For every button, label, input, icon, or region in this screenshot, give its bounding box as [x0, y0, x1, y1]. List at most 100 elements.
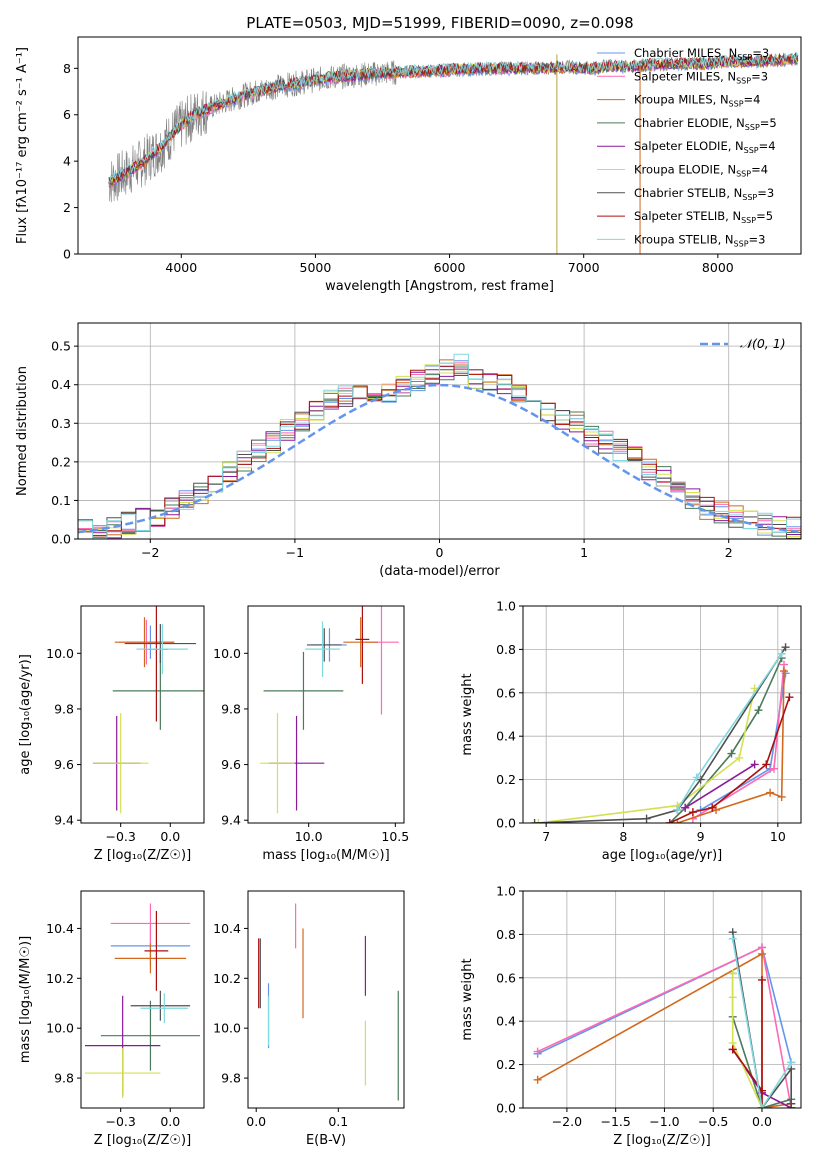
data-point	[692, 773, 701, 782]
data-point	[750, 760, 759, 769]
data-point	[688, 808, 697, 817]
x-axis-label: E(B-V)	[306, 1133, 346, 1148]
axes-frame	[522, 605, 802, 824]
y-tick-label: 10.4	[213, 921, 241, 936]
y-tick-label: 0.1	[51, 493, 71, 508]
x-tick-label: −0.3	[105, 1114, 135, 1129]
y-tick-label: 10.0	[213, 1021, 241, 1036]
x-tick-label: 5000	[300, 260, 332, 275]
axes-frame	[80, 890, 205, 1109]
y-axis-label: Flux [fλ10⁻¹⁷ erg cm⁻² s⁻¹ A⁻¹]	[15, 47, 30, 244]
plot-area	[258, 903, 399, 1101]
histogram-step	[78, 365, 801, 539]
y-tick-label: 1.0	[496, 599, 516, 614]
x-tick-label: 9	[697, 829, 705, 844]
x-tick-label: −1.5	[600, 1114, 630, 1129]
data-point	[728, 1045, 737, 1054]
y-axis-label: mass weight	[460, 958, 475, 1040]
y-tick-label: 0.4	[496, 1014, 516, 1029]
y-tick-label: 9.4	[54, 813, 74, 828]
model-spectrum	[108, 52, 799, 183]
y-tick-label: 9.8	[54, 1071, 74, 1086]
x-tick-label: 8	[619, 829, 627, 844]
y-tick-label: 10.0	[46, 646, 74, 661]
plot-area	[78, 353, 801, 539]
y-axis-label: mass [log₁₀(M/M☉)]	[18, 936, 33, 1063]
y-tick-label: 0.2	[496, 772, 516, 787]
data-point	[781, 643, 790, 652]
x-tick-label: 0	[436, 545, 444, 560]
normal-curve	[78, 383, 801, 534]
y-tick-label: 0.8	[496, 927, 516, 942]
data-point	[728, 993, 737, 1002]
y-tick-label: 0	[63, 247, 71, 262]
axes-frame	[80, 605, 205, 824]
series-line	[731, 973, 763, 1108]
y-tick-label: 0.2	[496, 1057, 516, 1072]
y-tick-label: 6	[63, 107, 71, 122]
y-tick-label: 10.0	[213, 646, 241, 661]
data-point	[665, 819, 674, 823]
x-tick-label: 7000	[568, 260, 600, 275]
chart-5: −0.3 0.0 9.8 10.0 10.2 10.4 Z [log₁₀(Z/Z☉)] mas…	[18, 890, 205, 1148]
chart-4: 7 8 9 10 0.0 0.2 0.4 0.6 0.8 1.0 age [log₁₀(age/yr…	[460, 599, 802, 863]
legend-label: Kroupa ELODIE, NSSP=4	[634, 163, 768, 179]
data-point	[780, 667, 789, 676]
x-tick-label: −1	[286, 545, 304, 560]
y-tick-label: 0.3	[51, 416, 71, 431]
data-point	[673, 805, 682, 814]
y-tick-label: 0.0	[496, 1101, 516, 1116]
legend-label: Chabrier STELIB, NSSP=3	[634, 186, 774, 202]
data-point	[769, 764, 778, 773]
legend-label: Kroupa MILES, NSSP=4	[634, 93, 760, 109]
plot-area	[530, 643, 794, 823]
axes-frame	[77, 36, 802, 255]
x-tick-label: 0.0	[246, 1114, 266, 1129]
y-tick-label: 10.0	[46, 1021, 74, 1036]
plot-area	[92, 606, 204, 814]
data-point	[762, 760, 771, 769]
data-point	[642, 814, 651, 823]
data-point	[787, 1099, 796, 1108]
model-spectrum	[108, 53, 799, 183]
x-tick-label: −0.3	[105, 829, 135, 844]
x-axis-label: wavelength [Angstrom, rest frame]	[325, 279, 554, 294]
x-tick-label: 0.0	[160, 1114, 180, 1129]
y-tick-label: 9.4	[221, 813, 241, 828]
series-line	[534, 646, 787, 823]
y-tick-label: 0.4	[51, 377, 71, 392]
x-tick-label: −2	[141, 545, 159, 560]
data-point	[777, 792, 786, 801]
y-tick-label: 0.0	[496, 816, 516, 831]
series-line	[731, 938, 792, 1108]
y-tick-label: 0.6	[496, 970, 516, 985]
y-tick-label: 9.8	[221, 1071, 241, 1086]
x-tick-label: 10.0	[295, 829, 323, 844]
plot-area	[260, 606, 399, 814]
data-point	[533, 1047, 542, 1056]
x-tick-label: 1	[580, 545, 588, 560]
y-tick-label: 8	[63, 61, 71, 76]
legend-label: Chabrier MILES, NSSP=3	[634, 46, 769, 62]
y-tick-label: 9.8	[221, 701, 241, 716]
legend-label: Chabrier ELODIE, NSSP=5	[634, 116, 777, 132]
axes-frame	[247, 890, 405, 1109]
data-point	[735, 753, 744, 762]
x-tick-label: 2	[725, 545, 733, 560]
chart-2: −0.3 0.0 9.4 9.6 9.8 10.0 Z [log₁₀(Z/Z☉)] age […	[18, 605, 205, 863]
series-line	[684, 763, 756, 809]
data-point	[766, 788, 775, 797]
x-tick-label: 0.1	[328, 1114, 348, 1129]
data-point	[530, 819, 539, 823]
y-tick-label: 4	[63, 154, 71, 169]
y-tick-label: 10.2	[46, 971, 74, 986]
y-tick-label: 0.2	[51, 454, 71, 469]
x-tick-label: −1.0	[649, 1114, 679, 1129]
legend-label: Kroupa STELIB, NSSP=3	[634, 232, 765, 248]
x-tick-label: 0.0	[160, 829, 180, 844]
data-point	[728, 934, 737, 943]
plot-area	[533, 928, 796, 1108]
axes-frame	[247, 605, 405, 824]
x-tick-label: 0.0	[752, 1114, 772, 1129]
chart-3: 10.0 10.5 9.4 9.6 9.8 10.0 mass [log₁₀(M/M☉)]	[213, 605, 409, 863]
